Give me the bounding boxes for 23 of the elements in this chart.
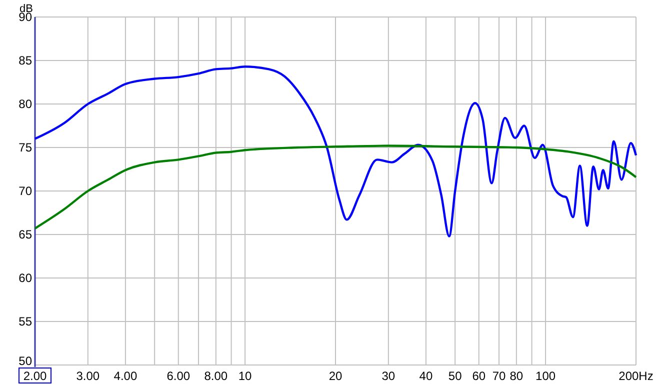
x-tick-label: 4.00: [114, 369, 138, 383]
x-tick-label: 80: [510, 369, 524, 383]
x-tick-label: 8.00: [204, 369, 228, 383]
x-tick-label: 70: [492, 369, 506, 383]
x-tick-label: 10: [238, 369, 252, 383]
y-tick-label: 60: [18, 271, 32, 286]
x-tick-label: 40: [419, 369, 433, 383]
y-tick-label: 85: [18, 54, 32, 68]
y-tick-label: 75: [18, 140, 32, 155]
x-tick-label: 2.00: [23, 369, 47, 383]
y-tick-label: 65: [18, 228, 32, 242]
y-tick-label: 55: [18, 314, 32, 329]
x-tick-label: 60: [472, 369, 486, 383]
x-tick-label: 20: [328, 369, 342, 383]
x-tick-label: 50: [448, 369, 462, 383]
x-tick-label: 200Hz: [618, 369, 654, 383]
x-tick-label: 30: [382, 369, 396, 383]
y-tick-label: 50: [18, 354, 32, 368]
x-tick-label: 3.00: [76, 369, 100, 383]
y-tick-label: 80: [18, 97, 32, 112]
y-tick-label: 70: [18, 184, 32, 198]
x-tick-label: 6.00: [166, 369, 190, 383]
x-tick-label: 100: [536, 369, 556, 383]
